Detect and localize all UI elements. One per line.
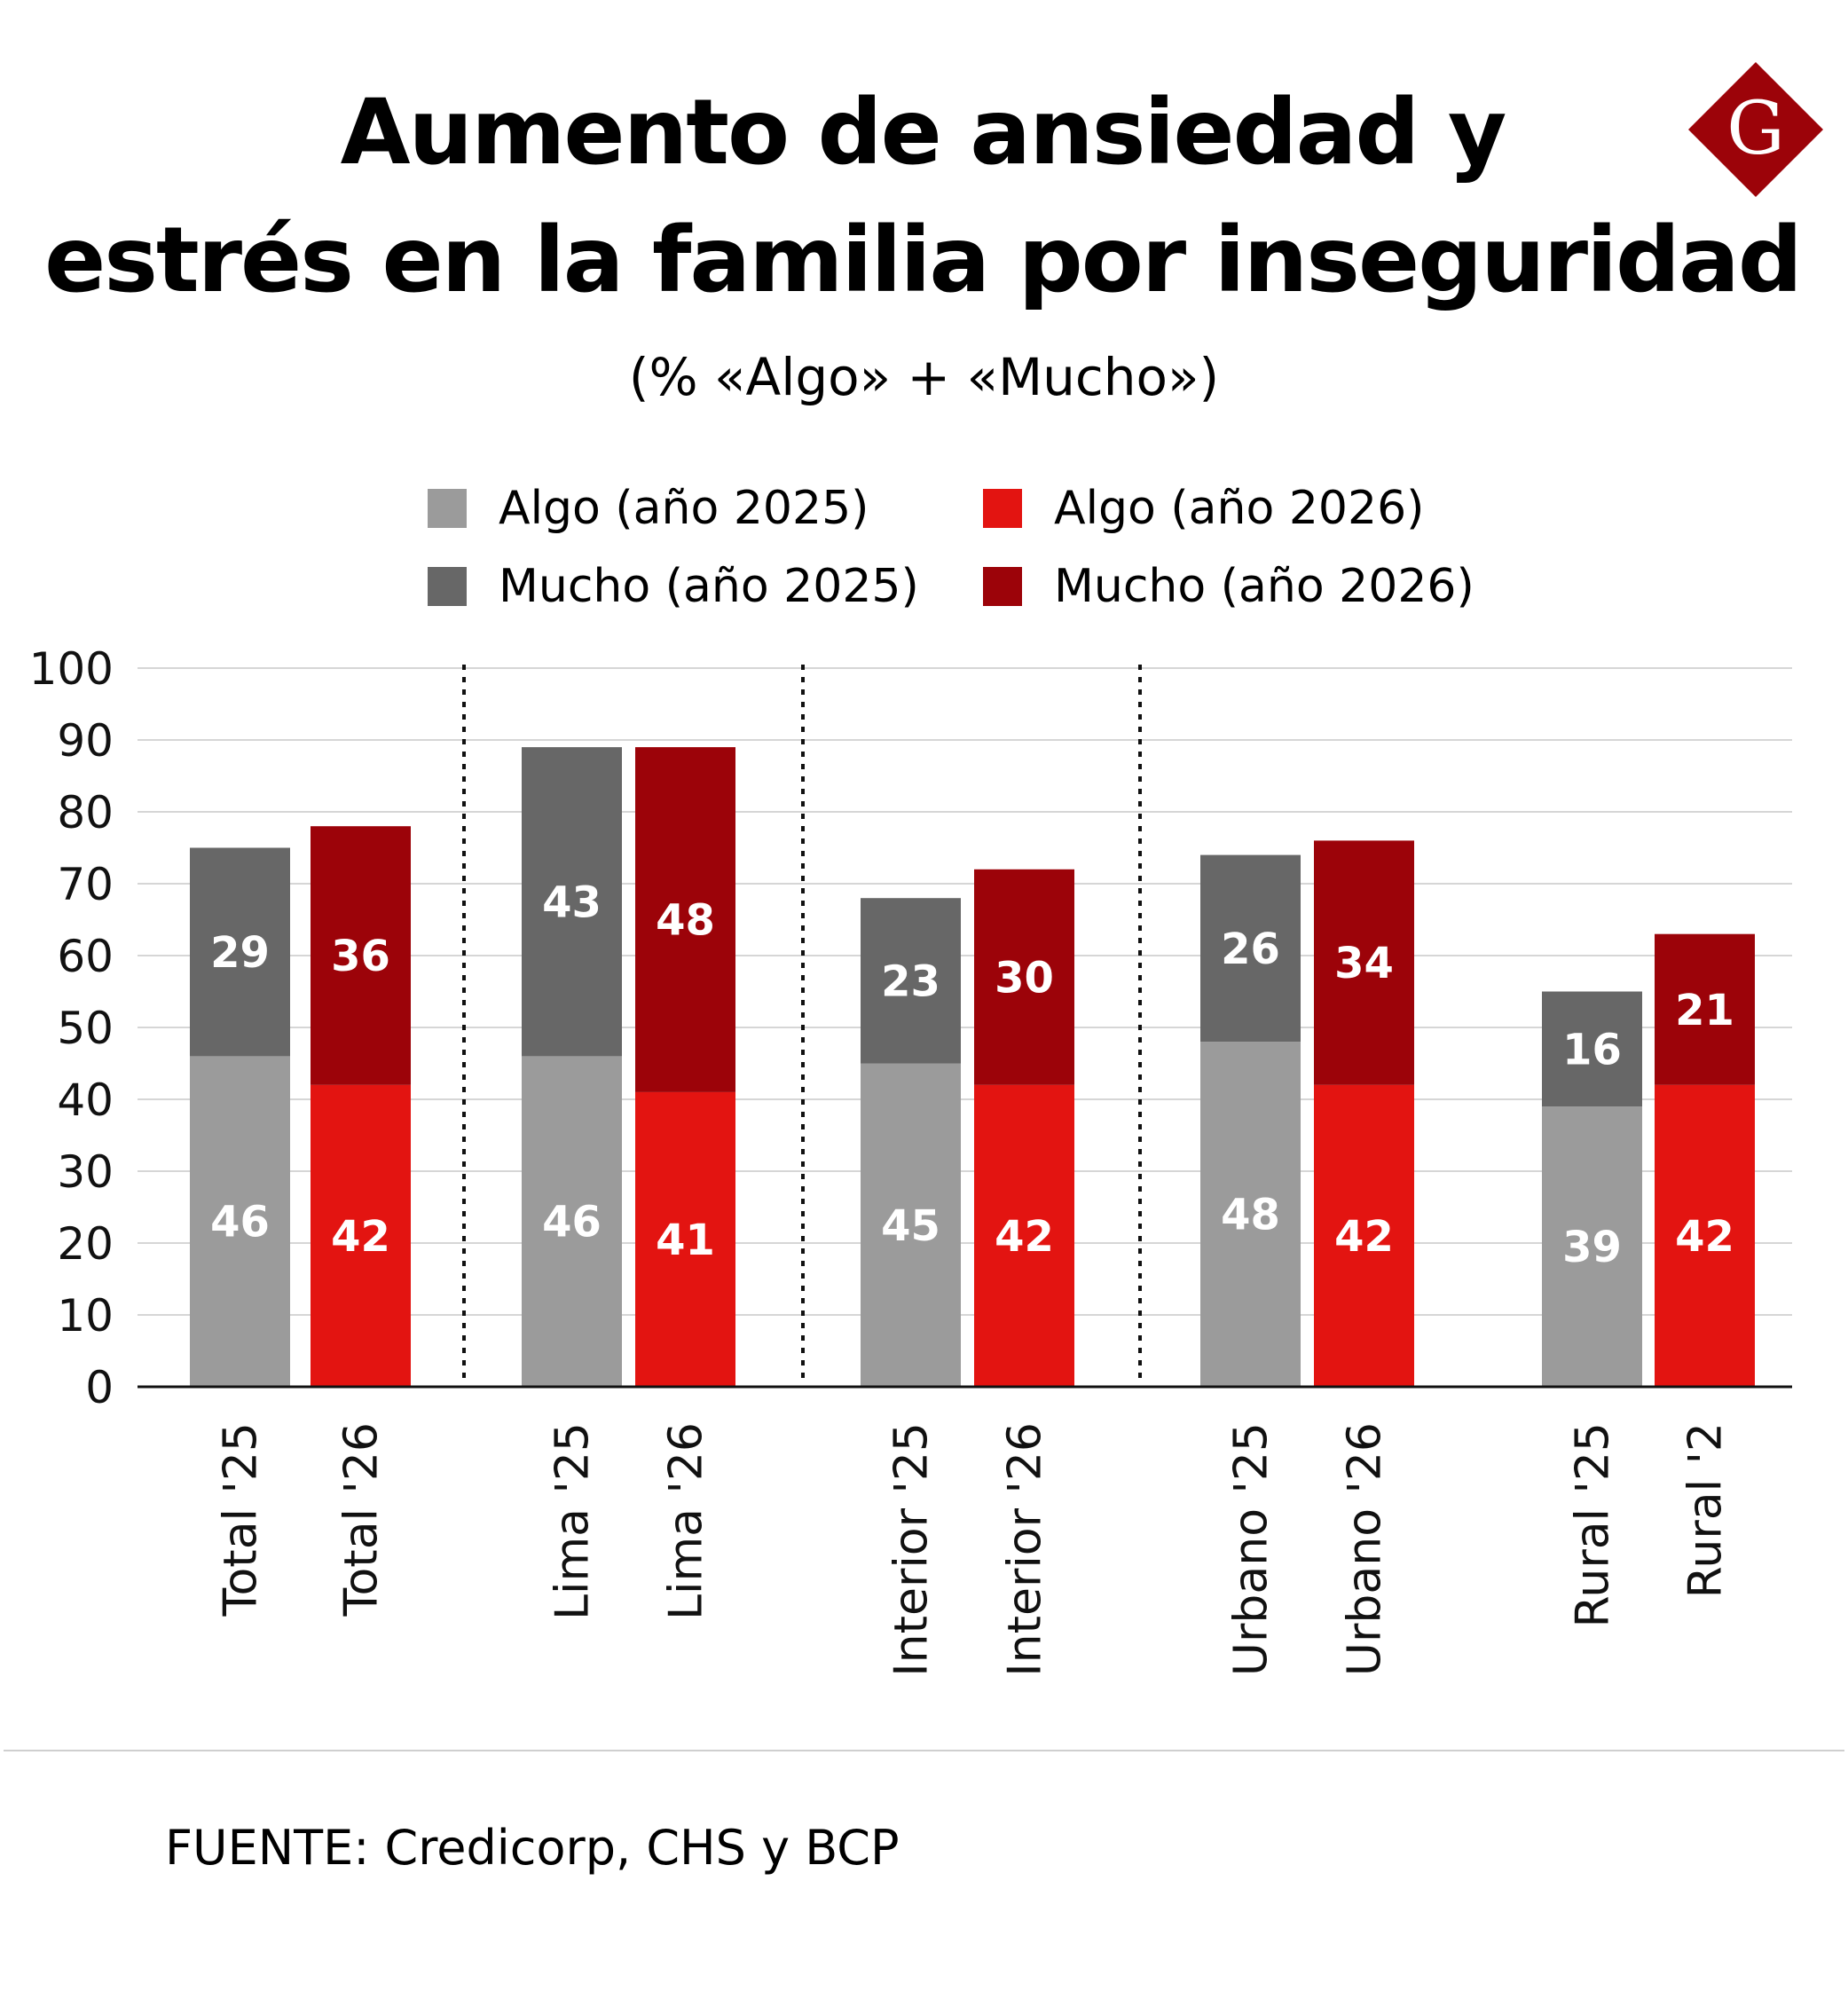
data-label: 16 (1562, 1025, 1622, 1074)
bar-segment (861, 898, 961, 1064)
x-category-label: Total '26 (335, 1422, 389, 1617)
x-category-label: Total '25 (215, 1422, 268, 1617)
bar-segment (1655, 1084, 1755, 1387)
bar-segment (311, 1084, 411, 1387)
data-label: 41 (656, 1216, 715, 1265)
bar-segment (190, 847, 290, 1057)
source-note: FUENTE: Credicorp, CHS y BCP (165, 1820, 900, 1876)
legend-swatch (983, 489, 1022, 528)
data-label: 34 (1334, 939, 1394, 988)
bar-segment (974, 1084, 1074, 1387)
y-tick-label: 20 (57, 1218, 114, 1270)
data-label: 39 (1562, 1223, 1622, 1272)
x-category-label: Rural '2 (1679, 1422, 1733, 1598)
y-tick-label: 100 (29, 643, 114, 695)
data-label: 30 (995, 953, 1054, 1003)
bar-segment (1314, 840, 1414, 1085)
x-category-label: Lima '25 (547, 1422, 600, 1620)
x-category-label: Lima '26 (660, 1422, 713, 1620)
y-tick-label: 50 (57, 1003, 114, 1054)
bar-segment (974, 869, 1074, 1085)
data-label: 42 (1334, 1212, 1394, 1262)
data-label: 42 (331, 1212, 390, 1262)
x-category-label: Urbano '26 (1339, 1422, 1392, 1676)
legend-swatch (428, 567, 467, 606)
brand-logo: G (1688, 62, 1823, 197)
bar-segment (190, 1056, 290, 1387)
footer-divider (4, 1750, 1844, 1751)
bar-segment (1542, 1106, 1642, 1387)
data-label: 46 (210, 1198, 270, 1247)
legend-item-algo-2026: Algo (año 2026) (983, 477, 1424, 539)
legend-label: Algo (año 2026) (1054, 482, 1425, 535)
chart-title: Aumento de ansiedad y estrés en la famil… (35, 69, 1810, 325)
legend-label: Mucho (año 2025) (499, 560, 919, 613)
bar-segment (1200, 1042, 1301, 1387)
legend-label: Algo (año 2025) (499, 482, 869, 535)
y-tick-label: 70 (57, 859, 114, 910)
logo-diamond (1688, 62, 1823, 197)
y-tick-label: 30 (57, 1146, 114, 1198)
data-label: 42 (995, 1212, 1054, 1262)
bar-segment (311, 826, 411, 1085)
y-tick-label: 10 (57, 1290, 114, 1342)
legend-item-mucho-2025: Mucho (año 2025) (428, 555, 919, 618)
x-category-label: Interior '25 (885, 1422, 939, 1677)
bar-segment (635, 1091, 735, 1387)
x-category-label: Rural '25 (1567, 1422, 1620, 1627)
data-label: 48 (656, 896, 715, 946)
stacked-bar-chart: 0 10 20 30 40 50 60 70 80 90 100 46 29 Total '25 42 36 T… (29, 643, 1792, 1677)
logo-letter: G (1726, 87, 1785, 171)
bar-segment (1542, 991, 1642, 1107)
title-line-1: Aumento de ansiedad y (340, 80, 1507, 185)
data-label: 46 (542, 1198, 602, 1247)
legend-swatch (983, 567, 1022, 606)
bar-segment (1314, 1084, 1414, 1387)
bar-segment (861, 1063, 961, 1387)
bar-segment (522, 747, 622, 1057)
data-label: 21 (1675, 986, 1734, 1035)
chart-subtitle: (% «Algo» + «Mucho») (628, 347, 1220, 407)
legend-label: Mucho (año 2026) (1054, 560, 1474, 613)
y-tick-label: 40 (57, 1074, 114, 1126)
y-tick-label: 90 (57, 715, 114, 767)
data-label: 43 (542, 878, 602, 927)
data-label: 42 (1675, 1212, 1734, 1262)
bar-segment (522, 1056, 622, 1387)
data-label: 36 (331, 932, 390, 981)
y-tick-label: 60 (57, 931, 114, 982)
legend-item-mucho-2026: Mucho (año 2026) (983, 555, 1474, 618)
bar-segment (1200, 854, 1301, 1043)
data-label: 23 (881, 956, 940, 1006)
x-category-label: Interior '26 (999, 1422, 1052, 1677)
title-line-2: estrés en la familia por inseguridad (44, 208, 1803, 313)
data-label: 45 (881, 1201, 940, 1251)
legend-swatch (428, 489, 467, 528)
x-category-label: Urbano '25 (1225, 1422, 1278, 1676)
bar-segment (635, 747, 735, 1092)
bar-segment (1655, 933, 1755, 1085)
y-tick-label: 0 (85, 1362, 114, 1413)
data-label: 48 (1221, 1191, 1280, 1240)
data-label: 26 (1221, 925, 1280, 974)
legend-item-algo-2025: Algo (año 2025) (428, 477, 869, 539)
data-label: 29 (210, 928, 270, 978)
y-tick-label: 80 (57, 787, 114, 838)
